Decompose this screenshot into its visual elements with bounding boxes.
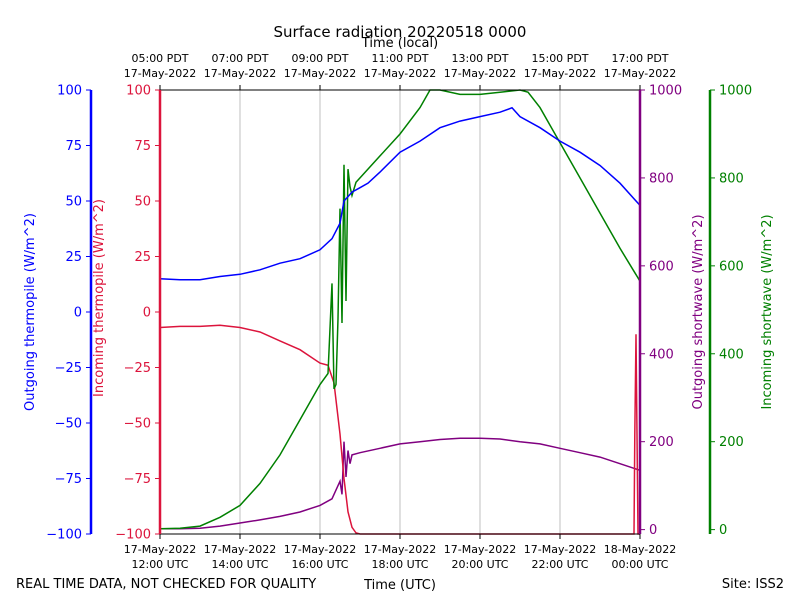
tick-label-outgoing_shortwave-4: 800	[649, 171, 674, 186]
tick-label-incoming_thermopile-1: −75	[124, 472, 151, 487]
axis-ticks: −100 −75 −50 −25 0 25 50 75 100 −100 −75 −50 −25 0 25 5…	[46, 52, 752, 571]
series-line-incoming-thermopile	[159, 324, 640, 535]
tick-label-incoming_shortwave-4: 800	[719, 171, 744, 186]
top-tick-label-date-6: 17-May-2022	[604, 67, 676, 80]
tick-label-outgoing_shortwave-1: 200	[649, 435, 674, 450]
tick-label-incoming_thermopile-5: 25	[134, 250, 151, 265]
top-tick-label-time-6: 17:00 PDT	[611, 52, 668, 65]
tick-label-incoming_shortwave-2: 400	[719, 347, 744, 362]
top-tick-label-time-4: 13:00 PDT	[451, 52, 508, 65]
plot-frame	[89, 89, 712, 535]
x-tick-label-time-3: 18:00 UTC	[371, 558, 428, 571]
x-tick-label-time-6: 00:00 UTC	[611, 558, 668, 571]
tick-label-outgoing_thermopile-5: 25	[65, 250, 82, 265]
top-tick-label-time-5: 15:00 PDT	[531, 52, 588, 65]
top-tick-label-time-1: 07:00 PDT	[211, 52, 268, 65]
x-tick-label-date-2: 17-May-2022	[284, 543, 356, 556]
top-axis-label: Time (local)	[361, 36, 438, 51]
tick-label-outgoing_thermopile-7: 75	[65, 139, 82, 154]
footer-quality-note: REAL TIME DATA, NOT CHECKED FOR QUALITY	[16, 577, 316, 592]
tick-label-incoming_shortwave-5: 1000	[719, 84, 752, 99]
top-tick-label-time-2: 09:00 PDT	[291, 52, 348, 65]
tick-label-outgoing_shortwave-0: 0	[649, 523, 657, 538]
tick-label-outgoing_thermopile-3: −25	[55, 361, 82, 376]
tick-label-incoming_thermopile-4: 0	[143, 306, 151, 321]
tick-label-incoming_thermopile-7: 75	[134, 139, 151, 154]
top-tick-label-time-0: 05:00 PDT	[131, 52, 188, 65]
tick-label-outgoing_shortwave-5: 1000	[649, 84, 682, 99]
x-tick-label-time-1: 14:00 UTC	[211, 558, 268, 571]
x-tick-label-date-1: 17-May-2022	[204, 543, 276, 556]
top-tick-label-date-5: 17-May-2022	[524, 67, 596, 80]
tick-label-outgoing_thermopile-4: 0	[74, 306, 82, 321]
series-line-outgoing-thermopile	[159, 106, 641, 281]
grid-lines	[239, 90, 561, 534]
top-tick-label-date-0: 17-May-2022	[124, 67, 196, 80]
tick-label-incoming_thermopile-2: −50	[124, 417, 151, 432]
tick-label-incoming_shortwave-3: 600	[719, 259, 744, 274]
footer-site-label: Site: ISS2	[722, 577, 784, 592]
top-tick-label-date-2: 17-May-2022	[284, 67, 356, 80]
chart-title: Surface radiation 20220518 0000	[274, 23, 527, 41]
x-tick-label-date-4: 17-May-2022	[444, 543, 516, 556]
tick-label-incoming_shortwave-0: 0	[719, 523, 727, 538]
tick-label-outgoing_thermopile-0: −100	[46, 528, 82, 543]
top-tick-label-date-3: 17-May-2022	[364, 67, 436, 80]
tick-label-incoming_shortwave-1: 200	[719, 435, 744, 450]
x-tick-label-date-5: 17-May-2022	[524, 543, 596, 556]
series-line-outgoing-shortwave	[160, 437, 641, 530]
x-tick-label-date-6: 18-May-2022	[604, 543, 676, 556]
tick-label-outgoing_thermopile-1: −75	[55, 472, 82, 487]
tick-label-outgoing_thermopile-2: −50	[55, 417, 82, 432]
x-tick-label-time-2: 16:00 UTC	[291, 558, 348, 571]
y-axis-label-incoming-shortwave: Incoming shortwave (W/m^2)	[760, 214, 775, 409]
series-line-incoming-shortwave	[159, 89, 641, 530]
x-tick-label-time-5: 22:00 UTC	[531, 558, 588, 571]
tick-label-incoming_thermopile-8: 100	[126, 84, 151, 99]
x-tick-label-time-4: 20:00 UTC	[451, 558, 508, 571]
x-axis-label: Time (UTC)	[363, 578, 436, 593]
tick-label-outgoing_thermopile-8: 100	[57, 84, 82, 99]
y-axis-label-outgoing-shortwave: Outgoing shortwave (W/m^2)	[691, 214, 706, 409]
top-tick-label-date-1: 17-May-2022	[204, 67, 276, 80]
data-series	[159, 89, 641, 535]
x-tick-label-time-0: 12:00 UTC	[131, 558, 188, 571]
y-axis-label-incoming-thermopile: Incoming thermopile (W/m^2)	[92, 199, 107, 397]
tick-label-outgoing_thermopile-6: 50	[65, 195, 82, 210]
y-axis-label-outgoing-thermopile: Outgoing thermopile (W/m^2)	[23, 213, 38, 411]
tick-label-outgoing_shortwave-2: 400	[649, 347, 674, 362]
x-tick-label-date-0: 17-May-2022	[124, 543, 196, 556]
tick-label-outgoing_shortwave-3: 600	[649, 259, 674, 274]
x-tick-label-date-3: 17-May-2022	[364, 543, 436, 556]
tick-label-incoming_thermopile-3: −25	[124, 361, 151, 376]
tick-label-incoming_thermopile-6: 50	[134, 195, 151, 210]
top-tick-label-time-3: 11:00 PDT	[371, 52, 428, 65]
tick-label-incoming_thermopile-0: −100	[115, 528, 151, 543]
top-tick-label-date-4: 17-May-2022	[444, 67, 516, 80]
